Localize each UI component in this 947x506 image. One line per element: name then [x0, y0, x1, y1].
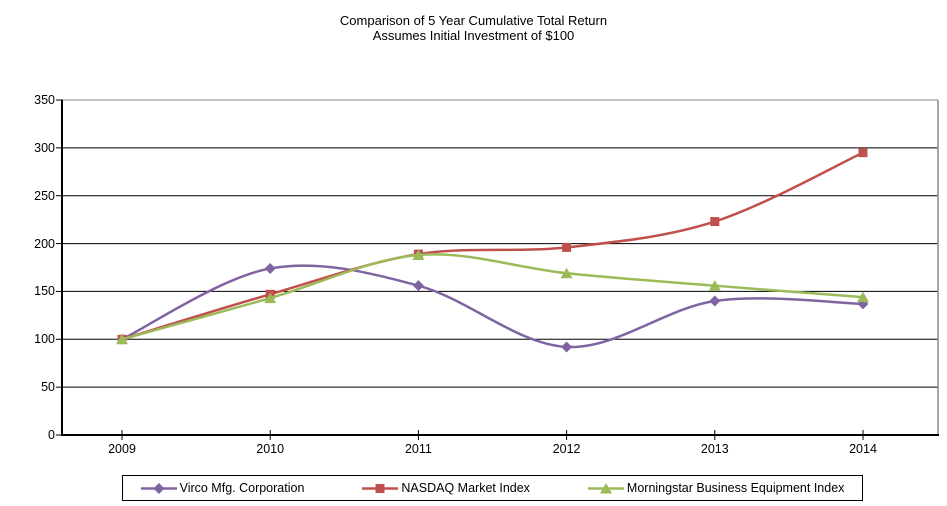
legend-item: Virco Mfg. Corporation [140, 481, 305, 495]
x-tick-label: 2011 [404, 442, 432, 456]
data-point-marker-diamond [709, 295, 721, 307]
data-point-marker-triangle [264, 292, 277, 304]
y-tick-label: 250 [34, 188, 55, 203]
legend-marker-diamond-icon [140, 482, 177, 494]
legend-item: Morningstar Business Equipment Index [587, 481, 845, 495]
y-tick-label: 350 [34, 93, 55, 107]
legend-label: Morningstar Business Equipment Index [626, 481, 845, 495]
data-point-marker-square [710, 217, 720, 227]
data-point-marker-triangle [116, 333, 128, 345]
data-point-marker-diamond [412, 280, 424, 292]
y-tick-label: 50 [41, 380, 55, 395]
x-tick-label: 2009 [108, 442, 136, 456]
series-line [121, 264, 864, 349]
data-point-marker-diamond [264, 262, 276, 274]
data-point-marker-triangle [560, 267, 573, 279]
legend-label: NASDAQ Market Index [401, 481, 530, 495]
chart-title-line1: Comparison of 5 Year Cumulative Total Re… [339, 13, 608, 28]
y-tick-label: 0 [48, 428, 55, 442]
y-tick-label: 200 [34, 236, 55, 251]
data-point-marker-square [858, 148, 868, 158]
y-tick-label: 300 [34, 140, 55, 155]
legend-marker-square-icon [362, 483, 399, 493]
x-tick-label: 2012 [552, 442, 581, 456]
legend-marker-triangle-icon [587, 482, 624, 493]
x-tick-label: 2010 [256, 442, 285, 456]
chart-title: Comparison of 5 Year Cumulative Total Re… [0, 13, 947, 43]
series-line [121, 151, 864, 341]
data-point-marker-triangle [708, 280, 721, 291]
data-point-marker-triangle [412, 249, 425, 261]
legend-label: Virco Mfg. Corporation [179, 481, 305, 495]
legend-item: NASDAQ Market Index [362, 481, 530, 495]
x-tick-label: 2014 [849, 442, 877, 456]
x-tick-label: 2013 [700, 442, 729, 456]
data-point-marker-diamond [561, 341, 573, 353]
data-point-marker-square [562, 242, 572, 252]
data-point-marker-triangle [857, 291, 869, 303]
legend: Virco Mfg. Corporation NASDAQ Market Inde… [122, 475, 863, 501]
chart-title-line2: Assumes Initial Investment of $100 [372, 28, 575, 43]
y-tick-label: 150 [34, 284, 55, 299]
y-tick-label: 100 [34, 332, 55, 347]
series-line [121, 253, 864, 341]
